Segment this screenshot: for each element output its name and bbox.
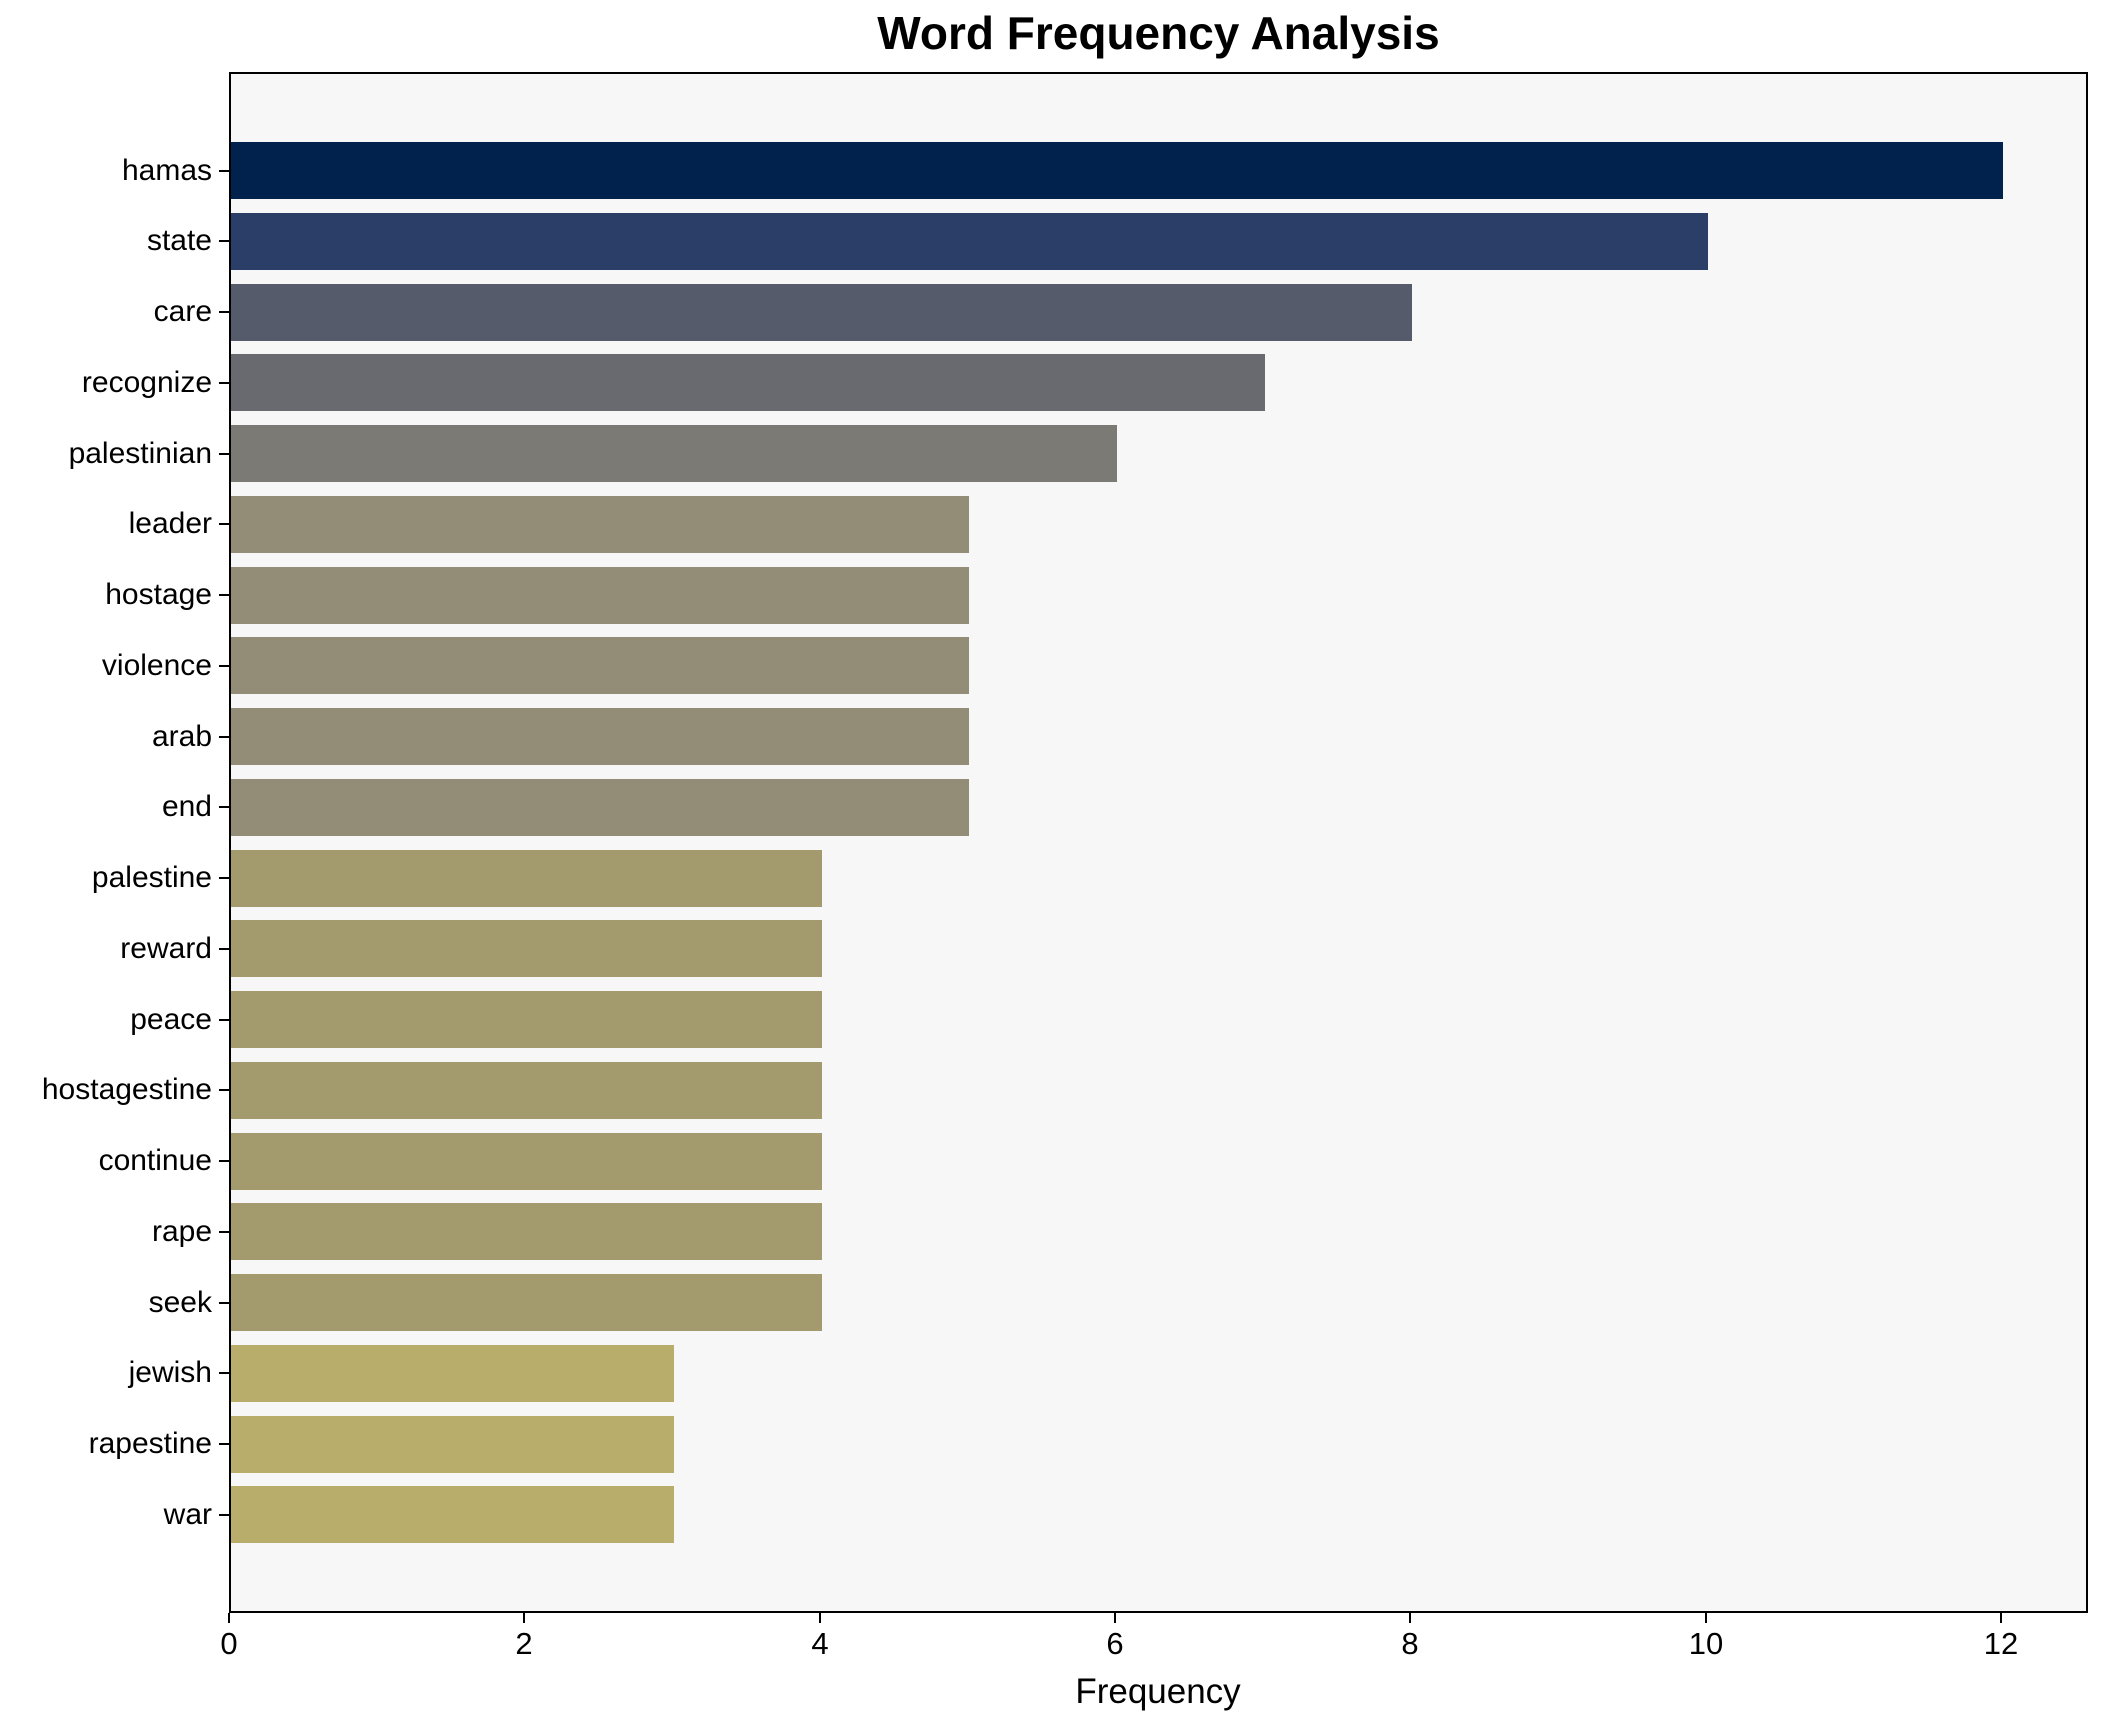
y-tick-label-palestinian: palestinian bbox=[68, 437, 212, 470]
bar-recognize bbox=[231, 354, 1265, 411]
y-tick-label-state: state bbox=[146, 224, 212, 257]
x-tick-label-10: 10 bbox=[1688, 1626, 1724, 1661]
y-tick-mark bbox=[219, 311, 229, 313]
y-tick-label-leader: leader bbox=[128, 507, 212, 540]
chart-title: Word Frequency Analysis bbox=[877, 7, 1440, 59]
y-tick-label-war: war bbox=[163, 1498, 212, 1531]
bar-rapestine bbox=[231, 1416, 674, 1473]
x-tick-mark bbox=[1114, 1613, 1116, 1623]
y-tick-mark bbox=[219, 1302, 229, 1304]
x-tick-label-2: 2 bbox=[515, 1626, 533, 1661]
y-tick-mark bbox=[219, 382, 229, 384]
y-tick-mark bbox=[219, 594, 229, 596]
bar-reward bbox=[231, 920, 822, 977]
y-tick-label-end: end bbox=[161, 790, 212, 823]
bar-continue bbox=[231, 1133, 822, 1190]
bar-arab bbox=[231, 708, 969, 765]
x-tick-label-12: 12 bbox=[1983, 1626, 2019, 1661]
y-tick-mark bbox=[219, 1514, 229, 1516]
y-tick-label-hostagestine: hostagestine bbox=[41, 1073, 212, 1106]
bar-hamas bbox=[231, 142, 2003, 199]
x-tick-mark bbox=[228, 1613, 230, 1623]
y-tick-label-hamas: hamas bbox=[121, 154, 212, 187]
bar-hostagestine bbox=[231, 1062, 822, 1119]
x-tick-mark bbox=[1409, 1613, 1411, 1623]
y-tick-label-rape: rape bbox=[151, 1215, 212, 1248]
x-tick-mark bbox=[1705, 1613, 1707, 1623]
bar-violence bbox=[231, 637, 969, 694]
x-tick-mark bbox=[523, 1613, 525, 1623]
y-tick-label-arab: arab bbox=[151, 720, 212, 753]
bar-end bbox=[231, 779, 969, 836]
x-tick-mark bbox=[819, 1613, 821, 1623]
y-tick-mark bbox=[219, 736, 229, 738]
bar-care bbox=[231, 284, 1412, 341]
x-axis-label: Frequency bbox=[1075, 1672, 1241, 1711]
x-tick-mark bbox=[2000, 1613, 2002, 1623]
x-tick-label-4: 4 bbox=[811, 1626, 829, 1661]
y-tick-mark bbox=[219, 523, 229, 525]
y-tick-mark bbox=[219, 665, 229, 667]
y-tick-label-peace: peace bbox=[130, 1003, 212, 1036]
y-tick-mark bbox=[219, 170, 229, 172]
y-tick-label-rapestine: rapestine bbox=[88, 1427, 212, 1460]
y-tick-mark bbox=[219, 1443, 229, 1445]
y-tick-mark bbox=[219, 1231, 229, 1233]
bar-war bbox=[231, 1486, 674, 1543]
y-tick-mark bbox=[219, 877, 229, 879]
bar-palestinian bbox=[231, 425, 1117, 482]
y-tick-label-care: care bbox=[153, 295, 212, 328]
y-tick-label-recognize: recognize bbox=[81, 366, 212, 399]
bar-leader bbox=[231, 496, 969, 553]
bar-state bbox=[231, 213, 1708, 270]
y-tick-mark bbox=[219, 1372, 229, 1374]
y-tick-label-violence: violence bbox=[101, 649, 212, 682]
y-tick-label-reward: reward bbox=[120, 932, 212, 965]
plot-area bbox=[229, 72, 2088, 1613]
y-tick-mark bbox=[219, 1019, 229, 1021]
x-tick-label-6: 6 bbox=[1106, 1626, 1124, 1661]
y-tick-mark bbox=[219, 453, 229, 455]
y-tick-mark bbox=[219, 240, 229, 242]
y-tick-mark bbox=[219, 1089, 229, 1091]
bar-rape bbox=[231, 1203, 822, 1260]
y-tick-label-seek: seek bbox=[148, 1286, 212, 1319]
y-tick-mark bbox=[219, 948, 229, 950]
y-tick-label-hostage: hostage bbox=[105, 578, 212, 611]
bar-hostage bbox=[231, 567, 969, 624]
bar-seek bbox=[231, 1274, 822, 1331]
y-tick-label-palestine: palestine bbox=[91, 861, 212, 894]
bar-jewish bbox=[231, 1345, 674, 1402]
x-tick-label-8: 8 bbox=[1401, 1626, 1419, 1661]
y-tick-mark bbox=[219, 1160, 229, 1162]
y-tick-label-continue: continue bbox=[98, 1144, 212, 1177]
bar-palestine bbox=[231, 850, 822, 907]
x-tick-label-0: 0 bbox=[220, 1626, 238, 1661]
bar-peace bbox=[231, 991, 822, 1048]
y-tick-mark bbox=[219, 806, 229, 808]
y-tick-label-jewish: jewish bbox=[128, 1356, 212, 1389]
